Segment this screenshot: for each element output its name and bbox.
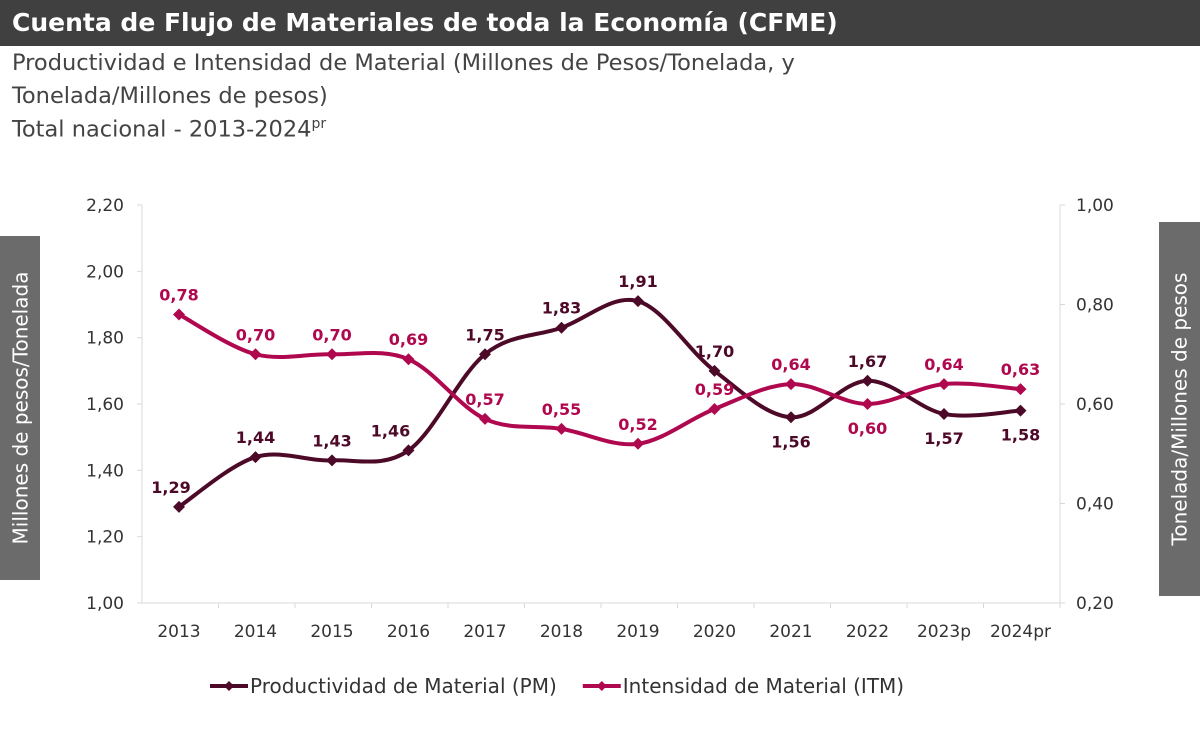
title-bar: Cuenta de Flujo de Materiales de toda la… bbox=[0, 0, 1200, 46]
x-tick-label: 2019 bbox=[616, 622, 659, 642]
x-tick-label: 2020 bbox=[693, 622, 736, 642]
data-point bbox=[479, 348, 491, 361]
data-label: 1,56 bbox=[771, 432, 810, 451]
data-point bbox=[326, 454, 338, 467]
data-label: 0,57 bbox=[465, 390, 504, 409]
data-point bbox=[173, 308, 185, 321]
x-tick-label: 2014 bbox=[234, 622, 277, 642]
data-label: 0,64 bbox=[771, 355, 810, 374]
y2-tick-label: 1,00 bbox=[1076, 196, 1114, 216]
data-point bbox=[555, 422, 568, 435]
y-tick-label: 1,60 bbox=[86, 395, 124, 415]
x-tick-label: 2016 bbox=[387, 622, 430, 642]
y-tick-label: 1,20 bbox=[86, 528, 124, 548]
data-label: 0,63 bbox=[1001, 360, 1040, 379]
data-point bbox=[479, 412, 491, 425]
data-point bbox=[938, 407, 950, 420]
x-tick-label: 2023p bbox=[917, 622, 971, 642]
data-label: 1,44 bbox=[236, 428, 275, 447]
subtitle-line1: Productividad e Intensidad de Material (… bbox=[12, 50, 795, 76]
y2-tick-label: 0,20 bbox=[1076, 594, 1114, 614]
data-label: 1,83 bbox=[542, 299, 581, 318]
data-point bbox=[632, 437, 644, 450]
data-point bbox=[402, 444, 415, 457]
legend-label: Intensidad de Material (ITM) bbox=[623, 674, 904, 698]
data-label: 0,70 bbox=[236, 325, 275, 344]
data-label: 1,29 bbox=[151, 478, 190, 497]
y2-tick-label: 0,60 bbox=[1076, 395, 1114, 415]
legend-marker bbox=[596, 681, 607, 691]
data-point bbox=[785, 378, 797, 391]
data-label: 1,67 bbox=[848, 352, 887, 371]
subtitle-sup: pr bbox=[311, 116, 327, 132]
data-label: 1,43 bbox=[312, 431, 351, 450]
x-tick-label: 2013 bbox=[157, 622, 200, 642]
subtitle-line3: Total nacional - 2013-2024pr bbox=[12, 116, 326, 143]
x-tick-label: 2024pr bbox=[990, 622, 1051, 642]
y-tick-label: 1,00 bbox=[86, 594, 124, 614]
data-point bbox=[402, 353, 415, 366]
y2-tick-label: 0,40 bbox=[1076, 495, 1114, 515]
data-point bbox=[785, 411, 797, 424]
data-point bbox=[632, 295, 644, 308]
x-tick-label: 2015 bbox=[310, 622, 353, 642]
data-label: 0,55 bbox=[542, 400, 581, 419]
x-tick-label: 2022 bbox=[846, 622, 889, 642]
data-label: 1,58 bbox=[1001, 426, 1040, 445]
x-tick-label: 2018 bbox=[540, 622, 583, 642]
data-point bbox=[326, 348, 338, 361]
data-label: 1,75 bbox=[465, 325, 504, 344]
legend-label: Productividad de Material (PM) bbox=[250, 674, 557, 698]
data-point bbox=[173, 500, 185, 513]
data-label: 0,64 bbox=[924, 355, 963, 374]
left-axis-title: Millones de pesos/Tonelada bbox=[0, 236, 40, 580]
series-line-itm bbox=[178, 312, 1021, 447]
data-label: 1,91 bbox=[618, 272, 657, 291]
data-point bbox=[861, 374, 874, 387]
data-point bbox=[938, 378, 950, 391]
subtitle-line2: Tonelada/Millones de pesos) bbox=[12, 83, 328, 109]
legend-marker bbox=[224, 681, 234, 691]
chart-title: Cuenta de Flujo de Materiales de toda la… bbox=[12, 8, 838, 37]
y-tick-label: 1,40 bbox=[86, 461, 124, 481]
data-label: 0,69 bbox=[389, 330, 428, 349]
data-label: 0,60 bbox=[848, 419, 887, 438]
data-point bbox=[1014, 383, 1027, 396]
data-label: 0,70 bbox=[312, 325, 351, 344]
data-point bbox=[1014, 404, 1027, 417]
data-label: 1,70 bbox=[695, 342, 734, 361]
y-tick-label: 2,20 bbox=[86, 196, 124, 216]
series-line-pm bbox=[177, 297, 1021, 509]
data-point bbox=[249, 451, 262, 464]
y-tick-label: 2,00 bbox=[86, 262, 124, 282]
subtitle-text: Total nacional - 2013-2024 bbox=[12, 116, 312, 143]
data-label: 1,57 bbox=[924, 429, 963, 448]
y-tick-label: 1,80 bbox=[86, 329, 124, 349]
data-point bbox=[249, 348, 262, 361]
data-point bbox=[861, 398, 874, 410]
data-label: 1,46 bbox=[371, 421, 410, 440]
data-label: 0,59 bbox=[695, 380, 734, 399]
right-axis-title: Tonelada/Millones de pesos bbox=[1159, 222, 1200, 596]
data-label: 0,52 bbox=[618, 415, 657, 434]
x-tick-label: 2017 bbox=[463, 622, 506, 642]
data-point bbox=[708, 364, 721, 377]
x-tick-label: 2021 bbox=[769, 622, 812, 642]
data-point bbox=[555, 321, 568, 334]
data-point bbox=[708, 402, 721, 415]
y2-tick-label: 0,80 bbox=[1076, 296, 1114, 316]
data-label: 0,78 bbox=[159, 285, 198, 304]
